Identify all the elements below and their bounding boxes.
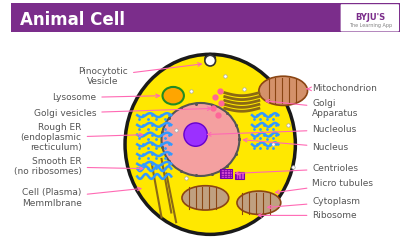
Text: Golgi
Apparatus: Golgi Apparatus [266,99,359,118]
Text: Rough ER
(endoplasmic
recticulum): Rough ER (endoplasmic recticulum) [21,123,143,153]
Text: The Learning App: The Learning App [349,23,392,28]
Text: Centrioles: Centrioles [236,164,358,175]
Text: Golgi vesicles: Golgi vesicles [34,107,211,118]
Text: Animal Cell: Animal Cell [20,11,125,29]
Text: Pinocytotic
Vesicle: Pinocytotic Vesicle [78,63,201,86]
Bar [234,172,244,179]
Text: Smooth ER
(no ribosomes): Smooth ER (no ribosomes) [14,157,143,176]
Ellipse shape [259,76,308,105]
Text: Lysosome: Lysosome [52,93,160,102]
Text: Cytoplasm: Cytoplasm [268,197,360,209]
FancyBboxPatch shape [341,4,399,31]
Bar [220,169,232,178]
FancyBboxPatch shape [11,3,400,32]
Text: Ribosome: Ribosome [258,211,357,220]
Circle shape [205,55,216,66]
Ellipse shape [125,54,295,234]
Text: Mitochondrion: Mitochondrion [307,84,377,93]
Ellipse shape [182,186,229,210]
Ellipse shape [162,103,239,176]
Text: Micro tubules: Micro tubules [276,179,373,194]
Text: Nucleus: Nucleus [244,138,348,152]
Circle shape [184,123,207,146]
Ellipse shape [162,87,184,104]
Ellipse shape [237,191,281,214]
Text: Nucleolus: Nucleolus [208,125,357,136]
Text: Cell (Plasma)
Memmlbrane: Cell (Plasma) Memmlbrane [22,187,141,208]
Circle shape [205,54,215,64]
Text: BYJU'S: BYJU'S [356,13,386,22]
